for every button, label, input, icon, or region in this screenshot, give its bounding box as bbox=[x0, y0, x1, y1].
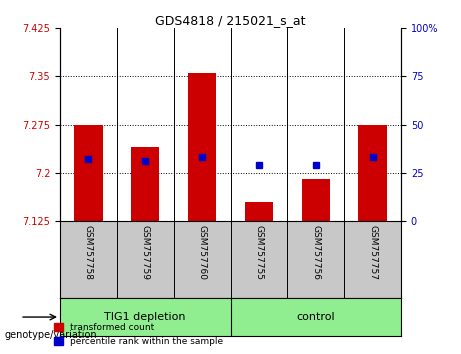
Text: GSM757757: GSM757757 bbox=[368, 225, 377, 280]
Text: genotype/variation: genotype/variation bbox=[5, 330, 97, 339]
Legend: transformed count, percentile rank within the sample: transformed count, percentile rank withi… bbox=[51, 320, 227, 349]
Text: GSM757758: GSM757758 bbox=[84, 225, 93, 280]
Title: GDS4818 / 215021_s_at: GDS4818 / 215021_s_at bbox=[155, 14, 306, 27]
Bar bbox=[131, 147, 160, 221]
Text: control: control bbox=[296, 312, 335, 322]
Bar bbox=[301, 179, 330, 221]
Text: GSM757756: GSM757756 bbox=[311, 225, 320, 280]
Bar bbox=[358, 125, 387, 221]
Bar bbox=[245, 201, 273, 221]
Text: TIG1 depletion: TIG1 depletion bbox=[105, 312, 186, 322]
Bar bbox=[188, 73, 216, 221]
Text: GSM757759: GSM757759 bbox=[141, 225, 150, 280]
Bar bbox=[74, 125, 102, 221]
Text: GSM757760: GSM757760 bbox=[198, 225, 207, 280]
Text: GSM757755: GSM757755 bbox=[254, 225, 263, 280]
